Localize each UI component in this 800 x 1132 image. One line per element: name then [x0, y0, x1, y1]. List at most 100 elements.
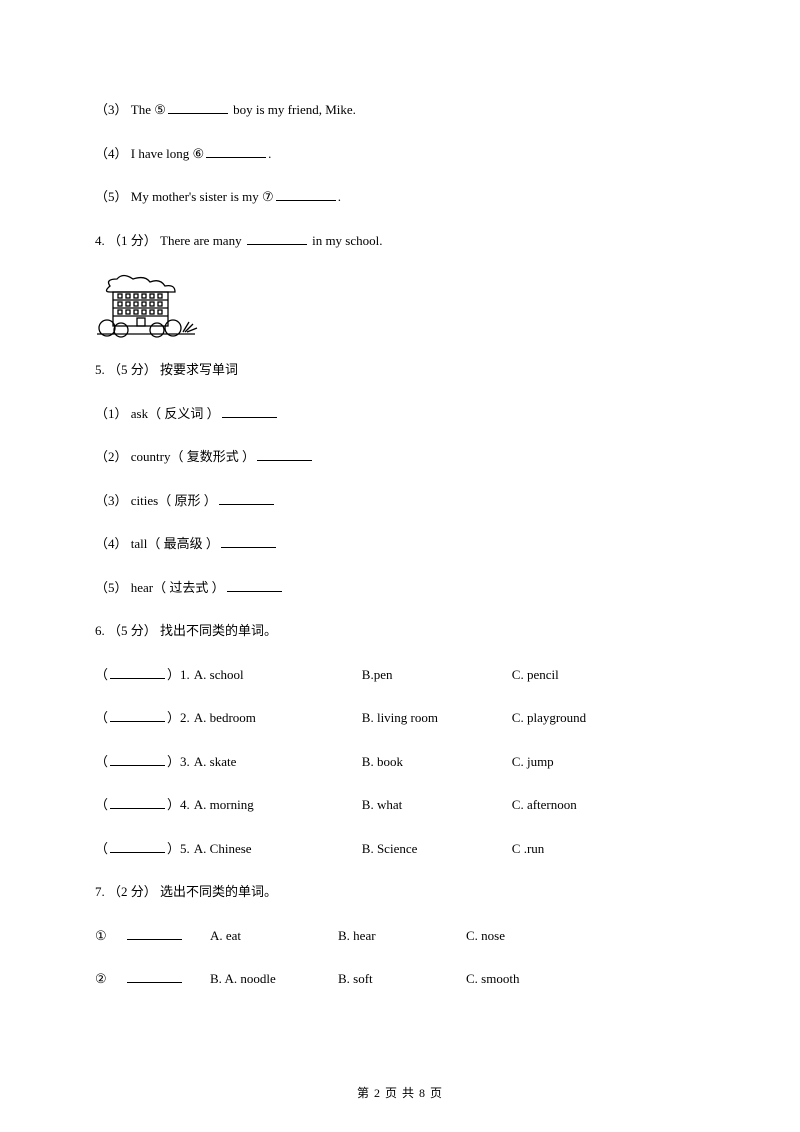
school-building-illustration	[95, 274, 705, 342]
option-c: C. afternoon	[512, 795, 577, 815]
fill-blank[interactable]	[227, 579, 282, 592]
row-number: 3.	[180, 752, 190, 772]
option-a: A. morning	[194, 795, 362, 815]
option-c: C. pencil	[512, 665, 559, 685]
question-7-row: ① A. eatB. hearC. nose	[95, 926, 705, 946]
answer-blank-wrap	[125, 969, 210, 989]
fill-blank[interactable]	[221, 535, 276, 548]
question-5-item: （3） cities（ 原形 ）	[95, 491, 705, 511]
option-a: A. Chinese	[194, 839, 362, 859]
text: country（ 复数形式 ）	[128, 449, 255, 464]
question-5-item: （4） tall（ 最高级 ）	[95, 534, 705, 554]
fill-blank[interactable]	[127, 970, 182, 983]
fill-blank[interactable]	[127, 927, 182, 940]
fill-blank[interactable]	[257, 448, 312, 461]
item-number: （4）	[95, 146, 128, 161]
option-b: B. book	[362, 752, 512, 772]
fill-blank[interactable]	[110, 796, 165, 809]
option-a: A. school	[194, 665, 362, 685]
text: .	[338, 189, 341, 204]
option-c: C. jump	[512, 752, 554, 772]
text: cities（ 原形 ）	[128, 493, 217, 508]
option-b: B. hear	[338, 926, 466, 946]
fill-blank[interactable]	[168, 101, 228, 114]
question-6-header: 6. （5 分） 找出不同类的单词。	[95, 621, 705, 641]
option-a: B. A. noodle	[210, 969, 338, 989]
text: 选出不同类的单词。	[157, 884, 277, 899]
question-6-row: （）3. A. skateB. bookC. jump	[95, 752, 705, 772]
answer-paren: （）	[95, 708, 180, 728]
text: There are many	[157, 233, 245, 248]
row-number: ①	[95, 926, 125, 946]
text: 按要求写单词	[157, 362, 238, 377]
row-number: 5.	[180, 839, 190, 859]
row-number: 1.	[180, 665, 190, 685]
item-number: （1）	[95, 406, 128, 421]
item-number: 7. （2 分）	[95, 884, 157, 899]
answer-paren: （）	[95, 839, 180, 859]
item-number: （3）	[95, 493, 128, 508]
option-a: A. bedroom	[194, 708, 362, 728]
fill-blank[interactable]	[247, 232, 307, 245]
option-b: B. Science	[362, 839, 512, 859]
item-number: （5）	[95, 189, 128, 204]
fill-blank[interactable]	[222, 405, 277, 418]
item-number: （3）	[95, 102, 128, 117]
question-6-row: （）4. A. morningB. whatC. afternoon	[95, 795, 705, 815]
question-6-row: （）2. A. bedroomB. living roomC. playgrou…	[95, 708, 705, 728]
fill-blank[interactable]	[206, 145, 266, 158]
item-number: 6. （5 分）	[95, 623, 157, 638]
question-3-sub3: （3） The ⑤ boy is my friend, Mike.	[95, 100, 705, 120]
text: in my school.	[309, 233, 383, 248]
question-5-item: （2） country（ 复数形式 ）	[95, 447, 705, 467]
fill-blank[interactable]	[276, 188, 336, 201]
fill-blank[interactable]	[219, 492, 274, 505]
option-b: B. living room	[362, 708, 512, 728]
text: boy is my friend, Mike.	[230, 102, 356, 117]
question-3-sub4: （4） I have long ⑥.	[95, 144, 705, 164]
text: .	[268, 146, 271, 161]
question-6-row: （）5. A. ChineseB. ScienceC .run	[95, 839, 705, 859]
question-5-header: 5. （5 分） 按要求写单词	[95, 360, 705, 380]
question-3-sub5: （5） My mother's sister is my ⑦.	[95, 187, 705, 207]
row-number: 4.	[180, 795, 190, 815]
fill-blank[interactable]	[110, 840, 165, 853]
option-a: A. skate	[194, 752, 362, 772]
question-7-header: 7. （2 分） 选出不同类的单词。	[95, 882, 705, 902]
answer-blank-wrap	[125, 926, 210, 946]
question-7-row: ② B. A. noodleB. softC. smooth	[95, 969, 705, 989]
question-5-item: （1） ask（ 反义词 ）	[95, 404, 705, 424]
row-number: ②	[95, 969, 125, 989]
option-c: C. smooth	[466, 969, 519, 989]
question-4: 4. （1 分） There are many in my school.	[95, 231, 705, 251]
item-number: 5. （5 分）	[95, 362, 157, 377]
option-c: C. nose	[466, 926, 505, 946]
answer-paren: （）	[95, 665, 180, 685]
question-5-item: （5） hear（ 过去式 ）	[95, 578, 705, 598]
option-c: C .run	[512, 839, 545, 859]
answer-paren: （）	[95, 752, 180, 772]
option-b: B.pen	[362, 665, 512, 685]
fill-blank[interactable]	[110, 753, 165, 766]
text: tall（ 最高级 ）	[128, 536, 219, 551]
row-number: 2.	[180, 708, 190, 728]
text: I have long ⑥	[128, 146, 205, 161]
text: ask（ 反义词 ）	[128, 406, 220, 421]
text: 找出不同类的单词。	[157, 623, 277, 638]
text: My mother's sister is my ⑦	[128, 189, 274, 204]
item-number: 4. （1 分）	[95, 233, 157, 248]
fill-blank[interactable]	[110, 709, 165, 722]
answer-paren: （）	[95, 795, 180, 815]
fill-blank[interactable]	[110, 666, 165, 679]
page-footer: 第 2 页 共 8 页	[0, 1084, 800, 1102]
option-b: B. soft	[338, 969, 466, 989]
page-number: 第 2 页 共 8 页	[357, 1086, 443, 1100]
option-a: A. eat	[210, 926, 338, 946]
item-number: （2）	[95, 449, 128, 464]
option-c: C. playground	[512, 708, 586, 728]
item-number: （4）	[95, 536, 128, 551]
text: hear（ 过去式 ）	[128, 580, 225, 595]
text: The ⑤	[128, 102, 166, 117]
item-number: （5）	[95, 580, 128, 595]
question-6-row: （）1. A. schoolB.penC. pencil	[95, 665, 705, 685]
